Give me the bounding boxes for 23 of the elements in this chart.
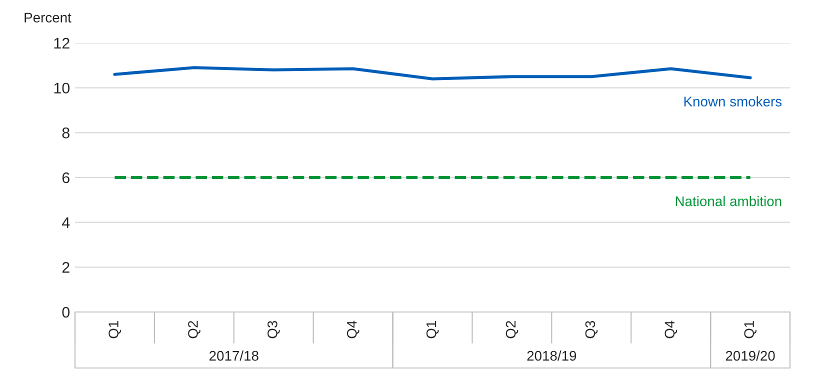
y-tick-label: 2	[62, 262, 70, 273]
y-tick-label: 6	[62, 172, 70, 184]
x-tick-label: Q4	[346, 320, 360, 338]
text: 2017/18	[209, 350, 258, 361]
text: 2018/19	[527, 350, 576, 361]
y-axis-title: Percent	[24, 12, 72, 23]
line-series	[113, 66, 752, 80]
y-tick-label: 10	[54, 82, 70, 94]
text: 2019/20	[726, 350, 775, 361]
series-label: Known smokers	[684, 96, 782, 106]
x-tick-label: Q1	[426, 321, 439, 338]
y-tick-label: 0	[62, 306, 70, 318]
x-tick-label: Q3	[585, 320, 598, 338]
x-tick-label: Q2	[506, 321, 518, 338]
x-tick-label: Q4	[664, 320, 678, 338]
y-tick-label: 8	[62, 128, 70, 138]
x-tick-label: Q2	[188, 321, 200, 338]
x-tick-label: Q3	[268, 320, 280, 338]
series-label: National ambition	[676, 196, 782, 206]
y-tick-label: 4	[62, 217, 70, 228]
y-tick-label: 12	[54, 38, 70, 49]
x-tick-label: Q1	[744, 321, 756, 338]
x-tick-label: Q1	[108, 321, 121, 338]
